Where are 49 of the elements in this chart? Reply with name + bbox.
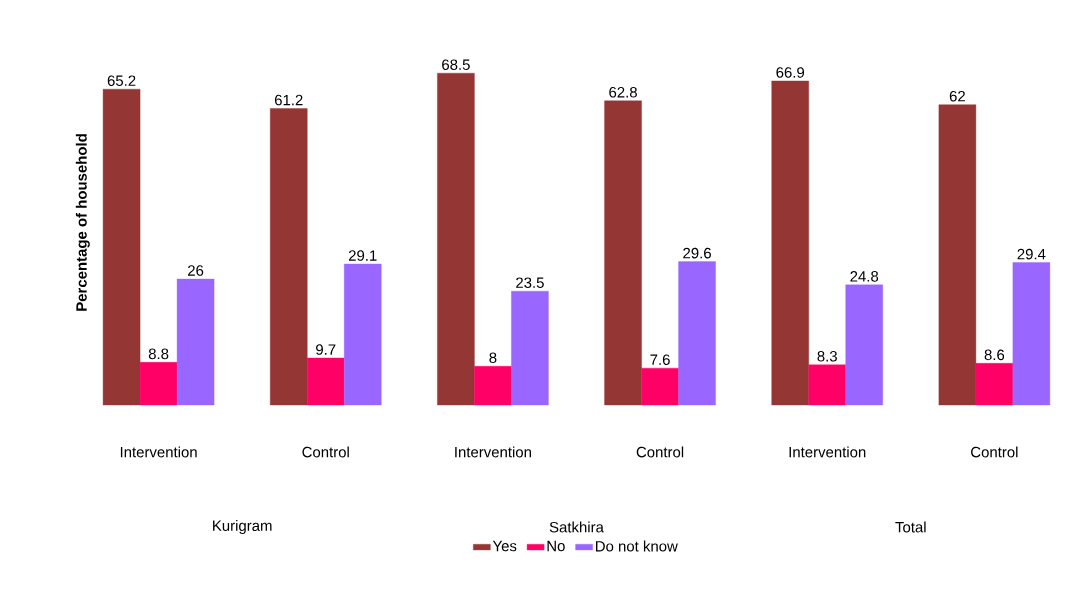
bar <box>604 100 642 406</box>
x-tick-label: Control <box>971 446 1018 458</box>
data-label: 9.7 <box>316 344 336 355</box>
data-label: 24.8 <box>850 271 879 282</box>
x-tick-label: Control <box>636 446 684 458</box>
text: Total <box>895 521 926 533</box>
data-label: 23.5 <box>516 277 544 288</box>
bar <box>176 278 215 406</box>
bar <box>344 263 382 406</box>
data-label: 61.2 <box>274 94 303 106</box>
bar <box>641 367 679 406</box>
legend-label: No <box>547 540 565 552</box>
x-tick-label: Intervention <box>120 446 197 458</box>
data-label: 8 <box>489 352 497 364</box>
data-label: 8.3 <box>817 351 837 362</box>
bar <box>102 88 141 406</box>
text: Kurigram <box>213 520 272 534</box>
bar <box>975 363 1014 406</box>
bar <box>938 104 977 406</box>
bar <box>771 80 809 406</box>
data-label: 26 <box>188 265 204 276</box>
data-label: 66.9 <box>776 67 805 78</box>
bar <box>678 261 716 406</box>
data-label: 8.8 <box>148 348 169 360</box>
bar <box>808 364 846 406</box>
text: Satkhira <box>549 521 604 533</box>
x-tick-label: Control <box>302 446 349 458</box>
bar <box>437 72 475 406</box>
x-tick-label: Intervention <box>455 446 531 458</box>
bar <box>139 362 178 406</box>
data-label: 62.8 <box>609 87 637 98</box>
data-label: 62 <box>949 90 965 102</box>
bar <box>270 108 308 406</box>
bar <box>307 357 345 406</box>
data-label: 7.6 <box>650 354 670 365</box>
data-label: 8.6 <box>984 349 1005 361</box>
bar <box>474 366 512 406</box>
data-label: 65.2 <box>107 75 136 86</box>
data-label: 68.5 <box>442 59 470 70</box>
legend-label: Yes <box>492 540 517 552</box>
data-label: 29.4 <box>1017 248 1046 260</box>
data-label: 29.1 <box>348 250 377 261</box>
bar <box>511 290 549 406</box>
data-label: 29.6 <box>683 247 711 259</box>
x-tick-label: Intervention <box>789 446 866 458</box>
bar <box>1012 262 1051 406</box>
y-axis-title: Percentage of household <box>75 134 90 311</box>
bar <box>845 284 883 406</box>
legend-label: Do not know <box>596 540 678 552</box>
